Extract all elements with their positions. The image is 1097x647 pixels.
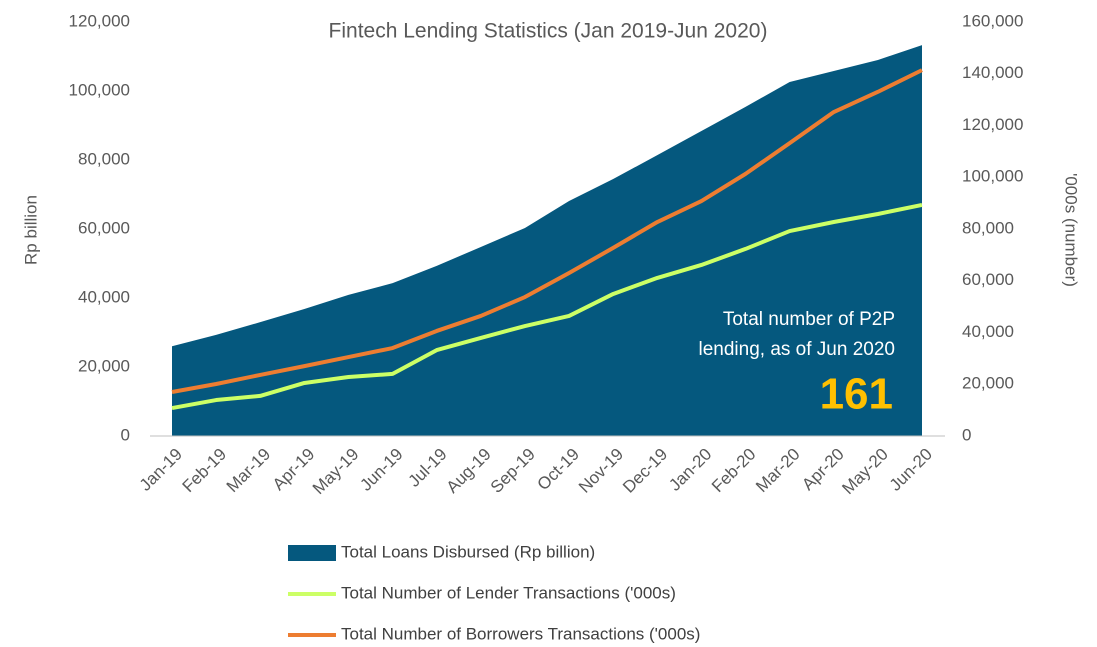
y2-tick-label: 160,000	[962, 11, 1023, 30]
annotation-value: 161	[820, 370, 893, 419]
x-tick-label: Feb-19	[179, 445, 231, 497]
x-tick-label: May-19	[309, 445, 363, 499]
x-tick-label: Dec-19	[619, 445, 671, 497]
legend-label: Total Loans Disbursed (Rp billion)	[341, 542, 595, 561]
y2-tick-label: 0	[962, 425, 971, 444]
y-tick-label: 0	[121, 425, 130, 444]
y2-tick-label: 60,000	[962, 270, 1014, 289]
y-tick-label: 60,000	[78, 218, 130, 237]
x-tick-label: Jan-20	[665, 445, 715, 495]
y-tick-label: 20,000	[78, 356, 130, 375]
x-tick-label: Nov-19	[575, 445, 627, 497]
y-tick-label: 100,000	[69, 80, 130, 99]
x-tick-label: Jun-19	[356, 445, 406, 495]
y2-tick-label: 80,000	[962, 218, 1014, 237]
y2-tick-label: 20,000	[962, 374, 1014, 393]
x-tick-label: May-20	[838, 445, 892, 499]
x-tick-label: Jun-20	[886, 445, 936, 495]
x-tick-label: Mar-20	[752, 445, 804, 497]
y2-axis-label: '000s (number)	[1062, 173, 1081, 287]
legend-label: Total Number of Lender Transactions ('00…	[341, 583, 676, 602]
annotation-text: lending, as of Jun 2020	[699, 339, 896, 360]
legend-swatch	[288, 545, 336, 561]
y2-tick-label: 40,000	[962, 322, 1014, 341]
line	[171, 68, 923, 394]
y2-tick-label: 100,000	[962, 167, 1023, 186]
y-tick-label: 40,000	[78, 287, 130, 306]
chart-title: Fintech Lending Statistics (Jan 2019-Jun…	[329, 20, 768, 43]
line	[171, 202, 923, 411]
area	[172, 45, 922, 437]
y-axis-label: Rp billion	[21, 195, 40, 265]
x-tick-label: Aug-19	[443, 445, 495, 497]
x-tick-label: Mar-19	[223, 445, 275, 497]
x-tick-label: Sep-19	[487, 445, 539, 497]
x-tick-label: Feb-20	[708, 445, 760, 497]
x-tick-label: Oct-19	[534, 445, 584, 495]
y-tick-label: 80,000	[78, 149, 130, 168]
y2-tick-label: 120,000	[962, 115, 1023, 134]
y2-tick-label: 140,000	[962, 63, 1023, 82]
x-tick-label: Jan-19	[136, 445, 186, 495]
legend-label: Total Number of Borrowers Transactions (…	[341, 624, 700, 643]
y-tick-label: 120,000	[69, 11, 130, 30]
annotation-text: Total number of P2P	[723, 309, 895, 330]
